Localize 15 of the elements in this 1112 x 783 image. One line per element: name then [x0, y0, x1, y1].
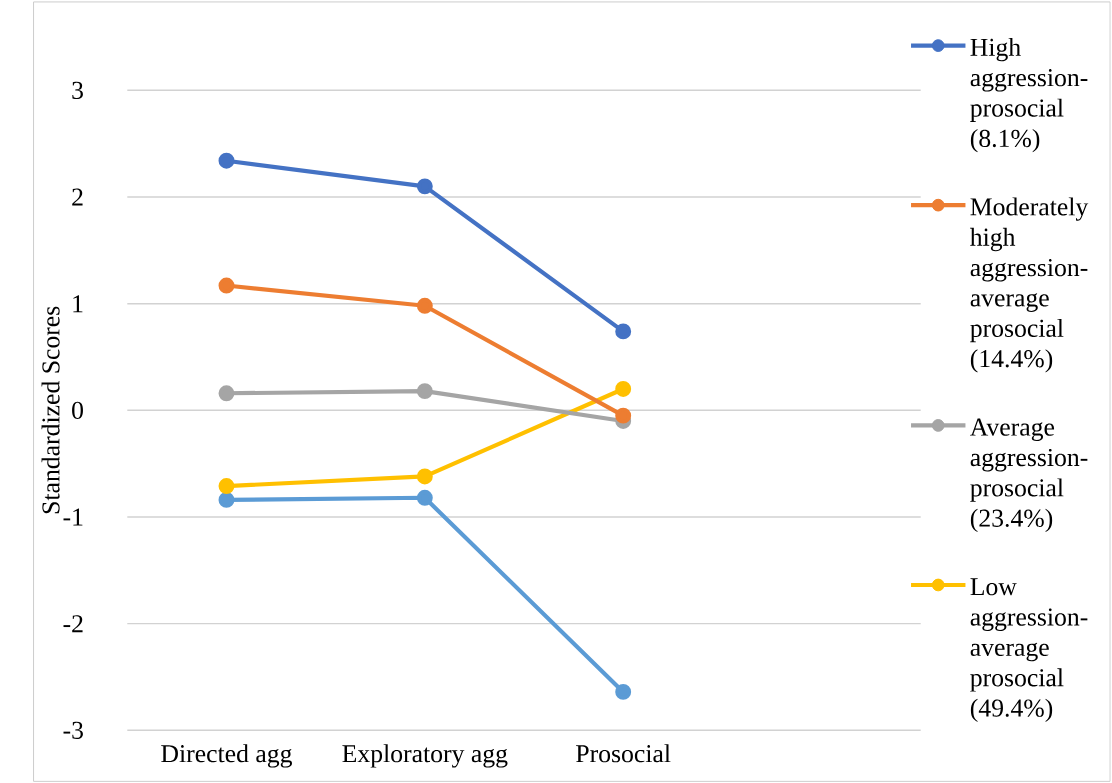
y-tick-label: -3	[63, 721, 83, 740]
y-tick-label: -1	[63, 508, 83, 526]
x-tick-label: Exploratory agg	[342, 744, 508, 768]
y-tick-label: 1	[73, 295, 83, 313]
y-tick-label: 0	[72, 401, 83, 420]
y-tick-label: 3	[72, 81, 83, 100]
y-axis-title: Standardized Scores	[41, 306, 60, 514]
x-tick-label: Prosocial	[576, 744, 671, 763]
legend-label: Low aggression-average prosocial (49.4%)	[970, 578, 1088, 723]
y-tick-label: 2	[72, 188, 83, 206]
legend-label: Moderately high aggression-average prosocial (14.4%)	[970, 197, 1089, 373]
legend-label: Average aggression-prosocial (23.4%)	[970, 418, 1088, 533]
x-tick-label: Directed agg	[161, 744, 292, 768]
legend-label: High aggression-prosocial (8.1%)	[970, 38, 1088, 153]
y-tick-label: -2	[63, 615, 83, 633]
